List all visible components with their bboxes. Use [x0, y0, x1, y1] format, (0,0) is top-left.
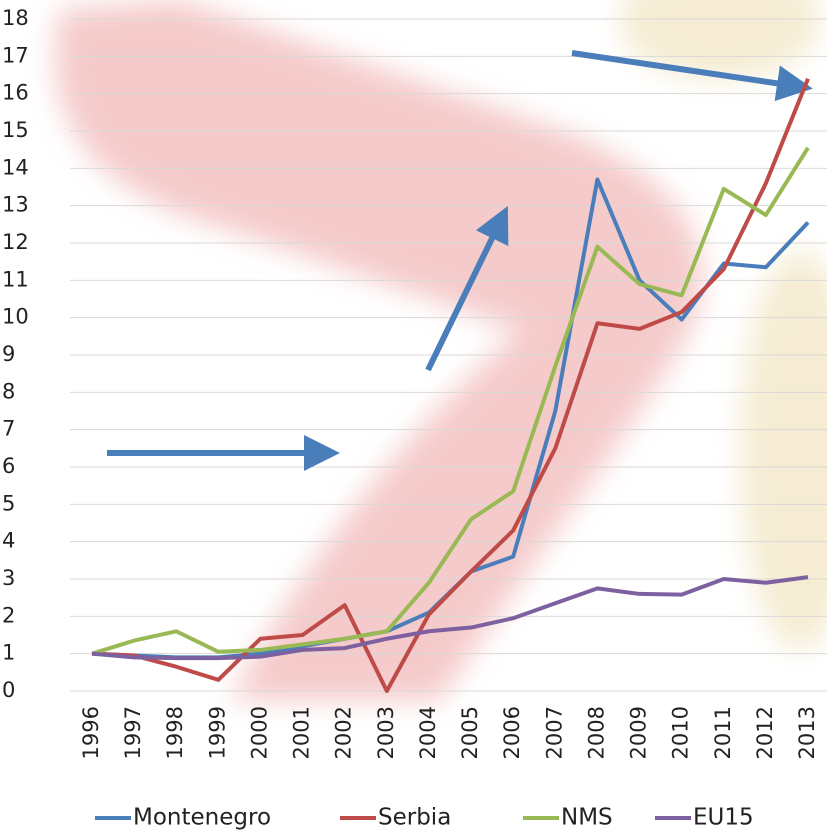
y-tick-label: 7: [2, 417, 15, 441]
series-line: [91, 575, 809, 661]
y-tick-label: 4: [2, 529, 15, 553]
series-line: [91, 146, 810, 656]
y-tick-label: 0: [2, 678, 15, 702]
y-tick-label: 9: [2, 342, 15, 366]
x-tick-label: 2001: [290, 706, 314, 759]
y-tick-label: 8: [2, 379, 15, 403]
x-tick-label: 2006: [500, 706, 524, 759]
y-tick-label: 6: [2, 454, 15, 478]
background-decoration: [55, 0, 827, 700]
y-tick-label: 1: [2, 641, 15, 665]
x-tick-label: 2012: [753, 706, 777, 759]
x-tick-label: 1998: [163, 706, 187, 759]
x-tick-label: 2002: [332, 706, 356, 759]
legend-label: Serbia: [378, 805, 451, 831]
x-tick-label: 2011: [711, 706, 735, 759]
legend: Montenegro Serbia NMS EU15: [95, 805, 754, 831]
x-tick-label: 2005: [458, 706, 482, 759]
y-tick-label: 5: [2, 491, 15, 515]
x-tick-label: 1996: [79, 706, 103, 759]
plot: [91, 77, 810, 693]
x-tick-label: 2003: [374, 706, 398, 759]
y-tick-label: 11: [2, 267, 29, 291]
legend-label: Montenegro: [133, 805, 271, 831]
annotation-arrows: [107, 50, 813, 471]
x-tick-label: 1997: [121, 706, 145, 759]
legend-label: NMS: [561, 805, 613, 831]
x-tick-label: 1999: [205, 706, 229, 759]
x-tick-label: 2008: [584, 706, 608, 759]
y-tick-label: 12: [2, 230, 29, 254]
x-tick-label: 2007: [542, 706, 566, 759]
y-tick-label: 16: [2, 81, 29, 105]
y-tick-label: 17: [2, 43, 29, 67]
y-tick-label: 10: [2, 305, 29, 329]
x-tick-label: 2009: [627, 706, 651, 759]
y-tick-label: 13: [2, 193, 29, 217]
y-tick-label: 18: [2, 6, 29, 30]
y-tick-label: 3: [2, 566, 15, 590]
legend-label: EU15: [693, 805, 754, 831]
y-tick-label: 2: [2, 603, 15, 627]
series-line: [91, 77, 810, 693]
x-tick-label: 2010: [669, 706, 693, 759]
x-tick-label: 2000: [247, 706, 271, 759]
y-tick-label: 15: [2, 118, 29, 142]
y-tick-label: 14: [2, 155, 29, 179]
x-tick-label: 2004: [416, 706, 440, 759]
x-tick-label: 2013: [795, 706, 819, 759]
